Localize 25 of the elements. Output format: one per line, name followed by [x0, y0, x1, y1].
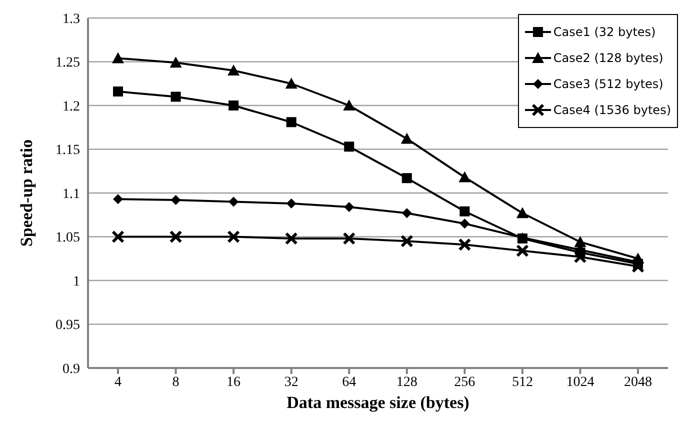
- y-tick-label: 1.05: [56, 230, 80, 246]
- legend-label: Case2 (128 bytes): [553, 51, 664, 65]
- x-tick-label: 1024: [566, 374, 594, 390]
- x-tick-label: 64: [342, 374, 356, 390]
- x-tick-label: 32: [284, 374, 298, 390]
- legend-label: Case4 (1536 bytes): [553, 103, 671, 117]
- x-tick-label: 256: [454, 374, 476, 390]
- y-tick-label: 0.95: [56, 318, 80, 334]
- legend-label: Case1 (32 bytes): [553, 25, 656, 39]
- x-axis-title: Data message size (bytes): [286, 393, 470, 412]
- y-tick-label: 1.1: [62, 186, 80, 202]
- y-tick-label: 1: [73, 274, 80, 290]
- legend-label: Case3 (512 bytes): [553, 77, 664, 91]
- y-axis-title: Speed-up ratio: [17, 139, 36, 247]
- x-tick-label: 512: [512, 374, 533, 390]
- y-tick-label: 1.15: [56, 143, 80, 158]
- x-tick-label: 8: [172, 374, 180, 390]
- x-tick-label: 128: [396, 374, 418, 390]
- x-tick-label: 16: [226, 374, 241, 390]
- y-tick-label: 1.2: [62, 99, 80, 114]
- x-tick-label: 4: [114, 374, 122, 390]
- y-tick-label: 1.25: [56, 56, 80, 71]
- y-tick-label: 1.3: [62, 12, 80, 27]
- x-tick-label: 2048: [624, 374, 652, 390]
- y-tick-label: 0.9: [62, 362, 80, 377]
